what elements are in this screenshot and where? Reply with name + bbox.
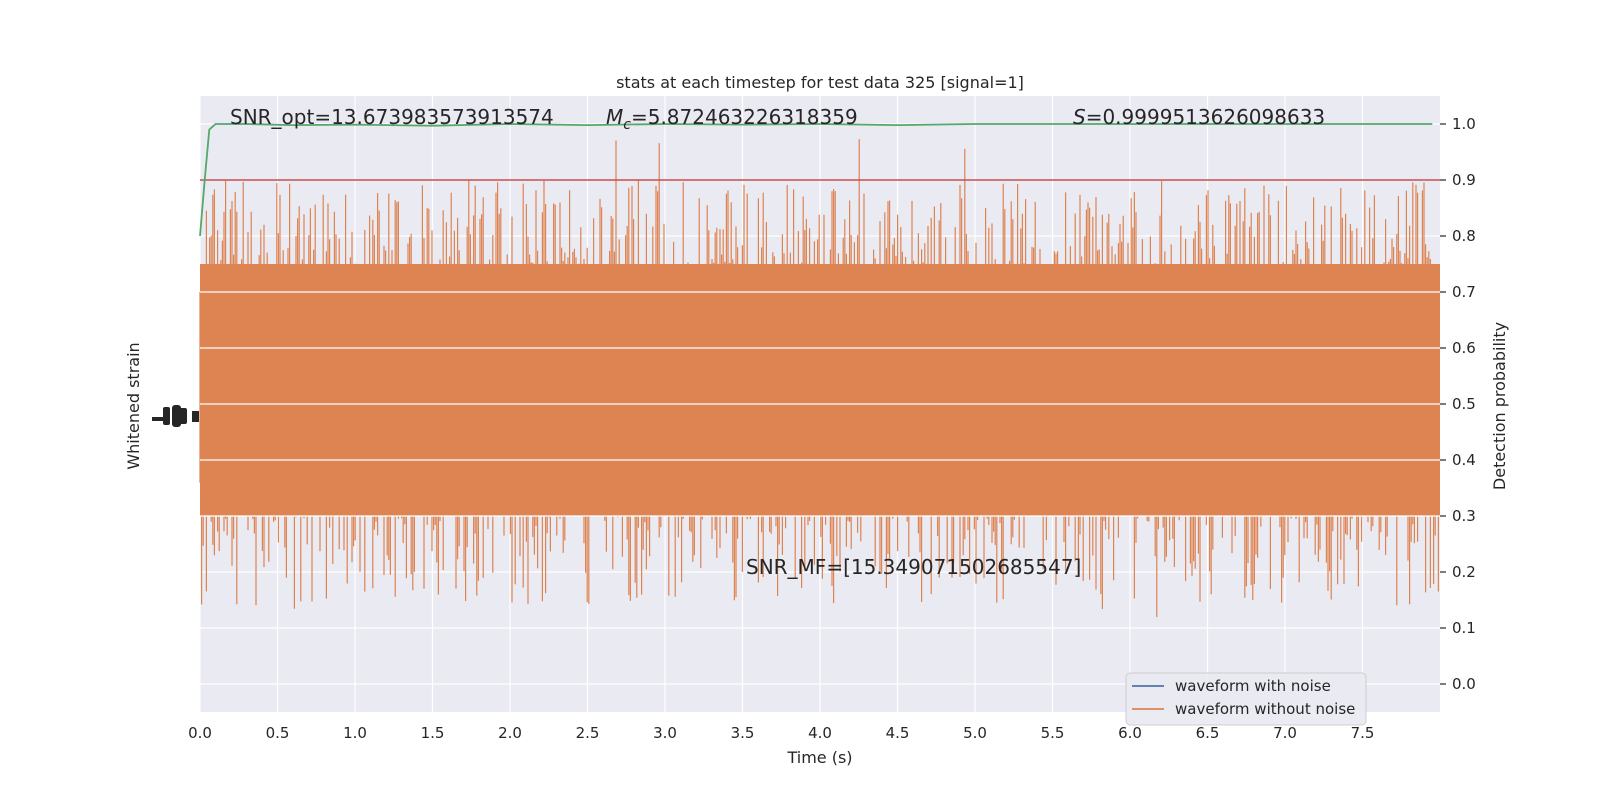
- x-tick-label: 5.0: [963, 724, 987, 742]
- right-y-axis-label: Detection probability: [1490, 322, 1509, 490]
- legend-label-with-noise: waveform with noise: [1175, 677, 1331, 695]
- y-tick-label: 0.9: [1452, 171, 1476, 189]
- x-axis-label: Time (s): [786, 748, 852, 767]
- x-tick-label: 4.0: [808, 724, 832, 742]
- y-tick-label: 0.2: [1452, 563, 1476, 581]
- x-tick-label: 0.5: [266, 724, 290, 742]
- detection-probability-line: [199, 123, 1433, 237]
- y-tick-label: 0.8: [1452, 227, 1476, 245]
- chart-title: stats at each timestep for test data 325…: [616, 73, 1024, 92]
- y-tick-label: 0.3: [1452, 507, 1476, 525]
- legend-label-without-noise: waveform without noise: [1175, 700, 1355, 718]
- chirp-mass-annotation: Mc=5.872463226318359: [606, 105, 858, 133]
- y-tick-label: 0.5: [1452, 395, 1476, 413]
- x-tick-label: 4.5: [886, 724, 910, 742]
- x-tick-label: 6.0: [1118, 724, 1142, 742]
- left-axis-tick-clump: [152, 405, 199, 427]
- x-tick-label: 3.0: [653, 724, 677, 742]
- chirp-mass-value: =5.872463226318359: [631, 105, 858, 129]
- x-tick-label: 2.0: [498, 724, 522, 742]
- right-y-axis-ticks: 0.0 0.1 0.2 0.3 0.4 0.5 0.6 0.7 0.8 0.9 1.0: [1440, 115, 1476, 693]
- legend: waveform with noise waveform without noi…: [1125, 672, 1367, 726]
- x-tick-label: 2.5: [576, 724, 600, 742]
- x-tick-label: 7.5: [1351, 724, 1375, 742]
- x-tick-label: 7.0: [1273, 724, 1297, 742]
- x-tick-label: 1.5: [421, 724, 445, 742]
- x-tick-label: 5.5: [1041, 724, 1065, 742]
- s-symbol: S: [1073, 105, 1086, 129]
- left-y-axis-label: Whitened strain: [124, 342, 143, 469]
- snr-opt-annotation: SNR_opt=13.673983573913574: [230, 105, 554, 129]
- waveform-without-noise-series: [199, 139, 1440, 617]
- s-annotation: S=0.9999513626098633: [1073, 105, 1325, 129]
- s-value: =0.9999513626098633: [1086, 105, 1325, 129]
- waveform-spikes: [199, 139, 1439, 617]
- x-tick-label: 0.0: [188, 724, 212, 742]
- x-tick-label: 1.0: [343, 724, 367, 742]
- x-tick-label: 6.5: [1196, 724, 1220, 742]
- y-tick-label: 0.0: [1452, 675, 1476, 693]
- chirp-mass-subscript: c: [623, 117, 631, 133]
- y-tick-label: 0.6: [1452, 339, 1476, 357]
- x-axis-ticks: 0.0 0.5 1.0 1.5 2.0 2.5 3.0 3.5 4.0 4.5 5.0 5.5 6.0 6…: [188, 724, 1374, 742]
- snr-mf-annotation: SNR_MF=[15.349071502685547]: [746, 555, 1081, 579]
- y-tick-label: 1.0: [1452, 115, 1476, 133]
- y-tick-label: 0.7: [1452, 283, 1476, 301]
- x-tick-label: 3.5: [731, 724, 755, 742]
- chirp-mass-symbol: M: [606, 105, 623, 129]
- y-tick-label: 0.4: [1452, 451, 1476, 469]
- y-tick-label: 0.1: [1452, 619, 1476, 637]
